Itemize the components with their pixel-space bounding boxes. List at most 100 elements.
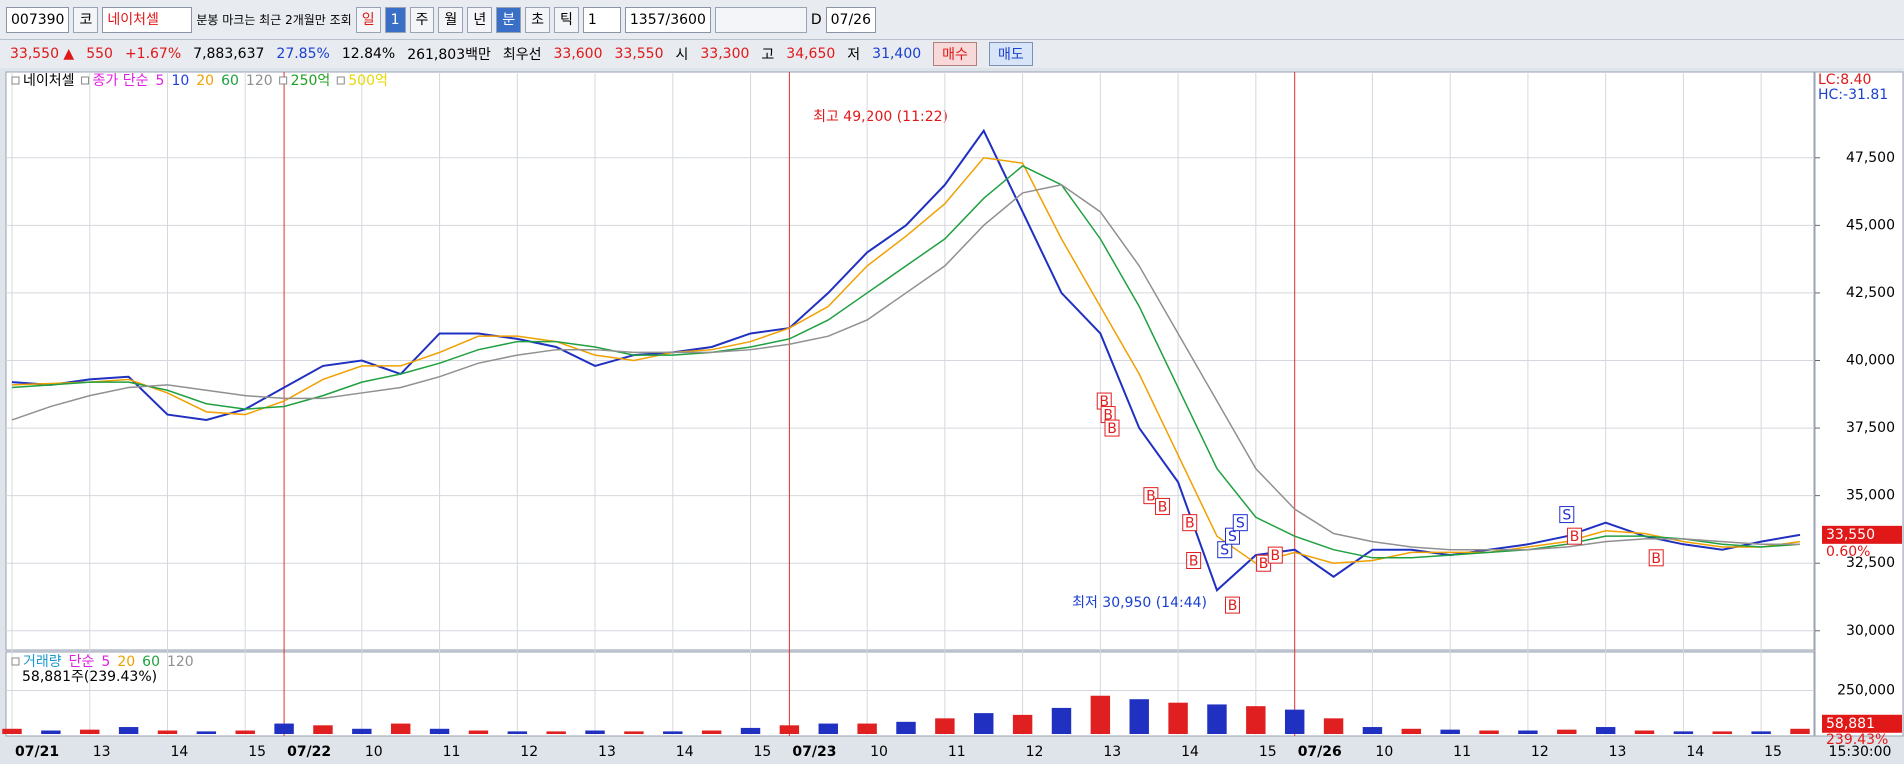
legend-entry: 종가 단순 — [93, 73, 149, 89]
count: 1357/3600 — [624, 6, 711, 33]
period[interactable]: 년 — [467, 6, 493, 33]
volume-bar — [1751, 731, 1771, 734]
x-tick-label: 13 — [1103, 744, 1121, 760]
chart: LC:8.40 HC:-31.81 최고 49,200 (11:22) 최저 3… — [2, 71, 1904, 760]
y-tick-label: 45,000 — [1846, 217, 1895, 233]
y-tick-label: 37,500 — [1846, 420, 1895, 436]
volume-bar — [779, 725, 800, 734]
volume-bar — [818, 723, 838, 734]
period[interactable]: 틱 — [553, 6, 579, 33]
period[interactable]: 월 — [438, 6, 464, 33]
sell-button[interactable]: 매도 — [988, 42, 1033, 66]
volume-bar — [1673, 731, 1694, 734]
volume-bar — [41, 730, 61, 734]
signal-marker — [1143, 487, 1159, 505]
period[interactable]: 일 — [355, 6, 381, 33]
volume-bar — [1595, 727, 1616, 734]
time-label: 15:30:00 — [1829, 744, 1892, 760]
legend-entry: 60 — [221, 73, 239, 89]
quote-bar: 33,550 ▲ 550 +1.67% 7,883,637 27.85% 12.… — [0, 40, 1904, 68]
legend-box — [11, 657, 20, 666]
ask: 33,600 — [553, 46, 603, 62]
market[interactable]: 코 — [73, 6, 99, 33]
x-tick-label: 13 — [1609, 744, 1627, 760]
last-change: 0.60% — [1826, 544, 1870, 560]
date[interactable]: 07/26 — [825, 6, 876, 33]
x-tick-label: 07/22 — [287, 744, 331, 760]
last-volume: 58,881 — [1826, 716, 1875, 732]
ratio: 12.84% — [341, 46, 396, 62]
signal-marker — [1267, 546, 1283, 564]
y-tick-label: 42,500 — [1846, 285, 1895, 301]
stock-code[interactable]: 007390 — [6, 6, 70, 33]
period[interactable]: 1 — [384, 6, 406, 33]
signal-label: S — [1228, 529, 1237, 545]
volume-bar — [974, 713, 994, 734]
legend-entry: 500억 — [348, 73, 388, 89]
open-label: 시 — [675, 47, 689, 63]
signal-marker — [1559, 506, 1575, 524]
buy-button[interactable]: 매수 — [933, 42, 977, 66]
x-tick-label: 15 — [248, 744, 266, 760]
last-volume-box — [1822, 714, 1902, 733]
x-tick-label: 07/23 — [792, 744, 836, 760]
volume-bar — [352, 728, 372, 734]
signal-marker — [1217, 541, 1233, 559]
signal-label: B — [1189, 554, 1199, 570]
volume-bar — [1012, 714, 1033, 734]
x-tick-label: 12 — [520, 744, 538, 760]
tools[interactable] — [714, 6, 807, 33]
last-price-box — [1822, 525, 1902, 544]
signal-label: B — [1185, 516, 1195, 532]
legend-entry: 120 — [246, 73, 273, 89]
signal-label: B — [1146, 489, 1156, 505]
change: 550 — [86, 46, 113, 62]
x-tick-label: 14 — [170, 744, 188, 760]
volume-bar — [701, 730, 722, 734]
volume-bar — [1479, 730, 1499, 734]
signal-marker — [1182, 514, 1198, 532]
x-tick-label: 14 — [1181, 744, 1199, 760]
y-tick-label: 35,000 — [1846, 488, 1895, 504]
volume-bar — [740, 727, 761, 734]
right-axis — [1814, 71, 1904, 737]
x-tick-label: 10 — [870, 744, 888, 760]
x-tick-label: 10 — [1375, 744, 1393, 760]
volume-bar — [1129, 699, 1149, 734]
volume-bar — [118, 727, 139, 734]
volume-bar — [313, 725, 333, 734]
high-annotation: 최고 49,200 (11:22) — [813, 109, 948, 125]
last-volume-change: 239.43% — [1826, 732, 1888, 748]
signal-label: S — [1220, 543, 1229, 559]
volume-bar — [585, 730, 605, 734]
volume-bar — [80, 729, 100, 734]
stock-name[interactable]: 네이처셀 — [102, 6, 193, 33]
x-tick-label: 10 — [365, 744, 383, 760]
x-tick-label: 15 — [754, 744, 772, 760]
signal-label: S — [1236, 516, 1245, 532]
period[interactable]: 초 — [525, 6, 550, 33]
volume: 7,883,637 — [193, 46, 265, 62]
volume-bar — [196, 731, 217, 734]
volume-bar — [1440, 729, 1460, 734]
signal-label: B — [1651, 551, 1661, 567]
interval[interactable]: 1 — [582, 6, 621, 33]
volume-bar — [1712, 731, 1732, 734]
legend-entry: 5 — [101, 654, 110, 670]
volume-bar — [507, 731, 528, 734]
volume-bar — [857, 723, 877, 734]
volume-bar — [546, 731, 566, 734]
hc: HC:-31.81 — [1818, 87, 1888, 103]
legend-entry: 250억 — [291, 73, 331, 89]
signal-label: B — [1270, 548, 1280, 564]
x-tick-label: 12 — [1026, 744, 1044, 760]
volume-bar — [1323, 718, 1344, 734]
volume-bar — [663, 731, 683, 734]
x-tick-label: 07/21 — [15, 744, 59, 760]
period[interactable]: 주 — [409, 6, 435, 33]
x-tick-label: 15 — [1764, 744, 1782, 760]
period[interactable]: 분 — [496, 6, 522, 33]
signal-label: B — [1158, 499, 1168, 515]
low-annotation: 최저 30,950 (14:44) — [1072, 595, 1207, 611]
